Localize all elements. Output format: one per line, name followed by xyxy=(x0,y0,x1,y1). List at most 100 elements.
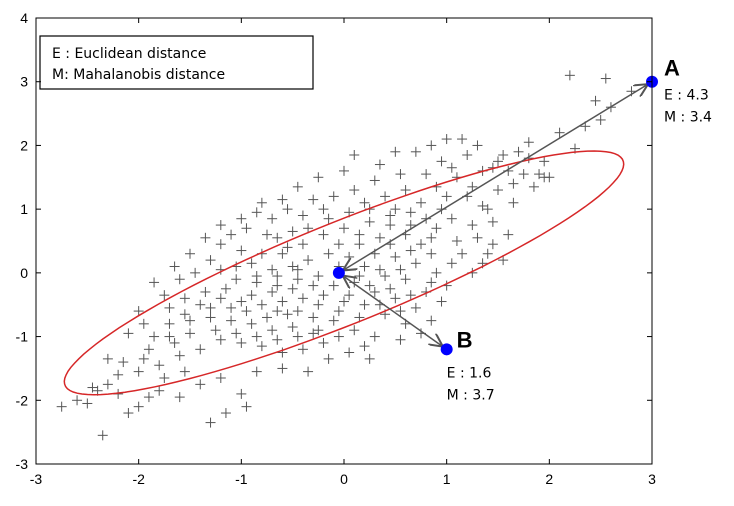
point-b-label: B xyxy=(457,327,473,352)
scatter-point xyxy=(364,280,375,291)
scatter-point xyxy=(472,232,483,243)
arrow-to-point-b xyxy=(344,276,442,346)
scatter-point xyxy=(215,372,226,383)
scatter-point xyxy=(159,372,170,383)
scatter-point xyxy=(498,149,509,160)
scatter-point xyxy=(236,296,247,307)
x-tick-label: 3 xyxy=(648,471,656,487)
scatter-point xyxy=(380,191,391,202)
scatter-point xyxy=(503,229,514,240)
scatter-point xyxy=(431,267,442,278)
scatter-point xyxy=(200,286,211,297)
scatter-point xyxy=(426,277,437,288)
scatter-point xyxy=(323,248,334,259)
scatter-point xyxy=(333,331,344,342)
scatter-point xyxy=(195,344,206,355)
scatter-point xyxy=(462,149,473,160)
scatter-point xyxy=(405,245,416,256)
scatter-point xyxy=(374,232,385,243)
scatter-point xyxy=(390,293,401,304)
scatter-point xyxy=(328,280,339,291)
scatter-point xyxy=(287,322,298,333)
scatter-point xyxy=(303,366,314,377)
scatter-point xyxy=(236,388,247,399)
scatter-point xyxy=(313,299,324,310)
scatter-point xyxy=(446,258,457,269)
scatter-point xyxy=(297,344,308,355)
scatter-point xyxy=(118,357,129,368)
scatter-point xyxy=(349,149,360,160)
scatter-point xyxy=(508,197,519,208)
scatter-point xyxy=(262,229,272,240)
scatter-point xyxy=(267,286,278,297)
scatter-point xyxy=(457,134,468,145)
scatter-point xyxy=(251,331,262,342)
scatter-point xyxy=(410,302,421,313)
scatter-point xyxy=(159,290,170,301)
scatter-point xyxy=(205,302,216,313)
scatter-point xyxy=(328,315,339,326)
scatter-point xyxy=(272,271,283,282)
scatter-point xyxy=(482,248,493,259)
scatter-point xyxy=(446,213,457,224)
scatter-point xyxy=(364,216,375,227)
scatter-point xyxy=(87,382,98,393)
scatter-point xyxy=(292,181,303,192)
scatter-point xyxy=(287,226,298,237)
scatter-point xyxy=(164,302,175,313)
scatter-point xyxy=(441,134,452,145)
scatter-point xyxy=(236,245,247,256)
scatter-point xyxy=(416,197,426,208)
scatter-point xyxy=(518,169,529,180)
scatter-point xyxy=(600,73,611,84)
scatter-point xyxy=(282,204,293,215)
scatter-point xyxy=(359,341,370,352)
y-tick-label: 0 xyxy=(20,265,28,281)
point-b-mahalanobis: M : 3.7 xyxy=(447,387,495,403)
scatter-point xyxy=(441,191,452,202)
scatter-point xyxy=(590,95,601,106)
scatter-point xyxy=(446,162,457,173)
scatter-point xyxy=(416,239,426,250)
scatter-point xyxy=(390,251,401,262)
scatter-point xyxy=(190,267,201,278)
scatter-point xyxy=(595,114,606,125)
scatter-point xyxy=(405,207,416,218)
scatter-point xyxy=(426,232,437,243)
scatter-point xyxy=(256,341,267,352)
scatter-point xyxy=(185,248,195,259)
scatter-point xyxy=(308,280,319,291)
scatter-point xyxy=(564,70,575,81)
x-tick-label: -3 xyxy=(30,471,43,487)
scatter-point xyxy=(256,299,267,310)
scatter-point xyxy=(374,159,385,170)
legend-box xyxy=(39,35,314,90)
scatter-point xyxy=(318,337,329,348)
scatter-point xyxy=(380,271,391,282)
scatter-point xyxy=(138,318,149,329)
scatter-point xyxy=(215,220,226,231)
scatter-point xyxy=(97,430,108,441)
scatter-point xyxy=(205,255,216,266)
scatter-point xyxy=(215,293,226,304)
scatter-point xyxy=(303,223,314,234)
scatter-point xyxy=(251,207,262,218)
scatter-point xyxy=(451,236,462,246)
scatter-point xyxy=(267,213,278,224)
x-tick-label: -2 xyxy=(132,471,145,487)
scatter-point xyxy=(385,220,396,231)
scatter-point xyxy=(154,385,165,396)
x-tick-label: 1 xyxy=(443,471,451,487)
scatter-point xyxy=(323,353,334,364)
scatter-point xyxy=(318,229,329,240)
scatter-point xyxy=(277,194,288,205)
scatter-point xyxy=(251,366,262,377)
x-tick-label: 0 xyxy=(340,471,348,487)
scatter-point xyxy=(200,232,211,243)
scatter-point xyxy=(544,172,555,183)
scatter-point xyxy=(174,392,185,403)
scatter-point xyxy=(344,347,355,358)
scatter-point xyxy=(174,274,185,285)
scatter-point xyxy=(487,239,498,250)
scatter-point xyxy=(138,353,149,364)
